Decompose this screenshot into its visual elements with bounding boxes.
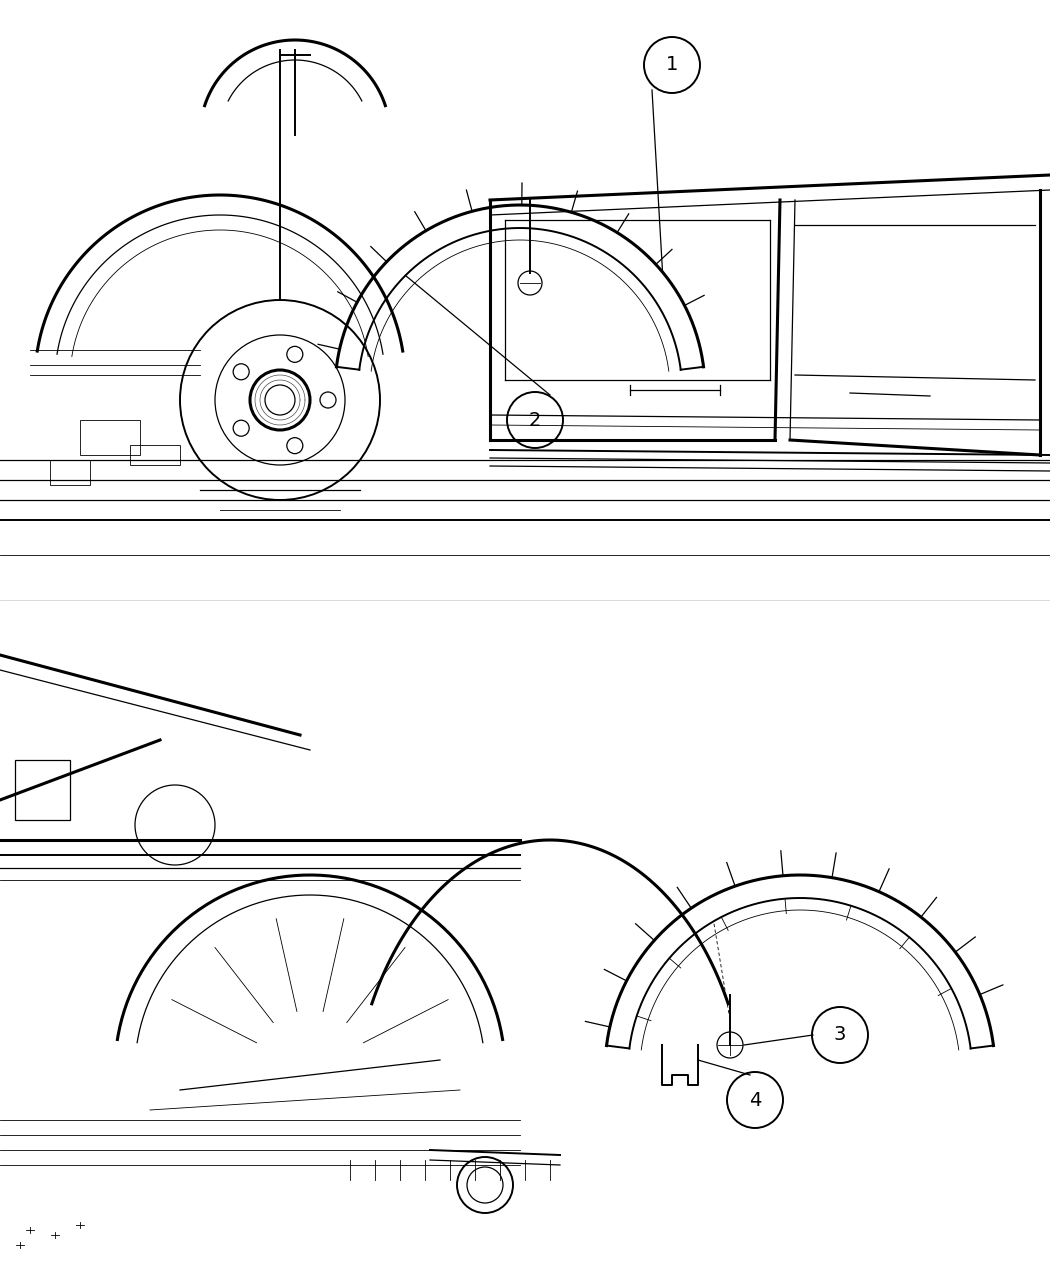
Bar	[0, 640, 1050, 1275]
Bar	[50, 460, 90, 484]
Text: 2: 2	[529, 411, 541, 430]
Text: 1: 1	[666, 56, 678, 74]
Bar	[0, 0, 1050, 570]
Text: 3: 3	[834, 1025, 846, 1044]
Text: 4: 4	[749, 1090, 761, 1109]
Bar	[15, 760, 70, 820]
Bar	[80, 419, 140, 455]
Bar	[130, 445, 180, 465]
